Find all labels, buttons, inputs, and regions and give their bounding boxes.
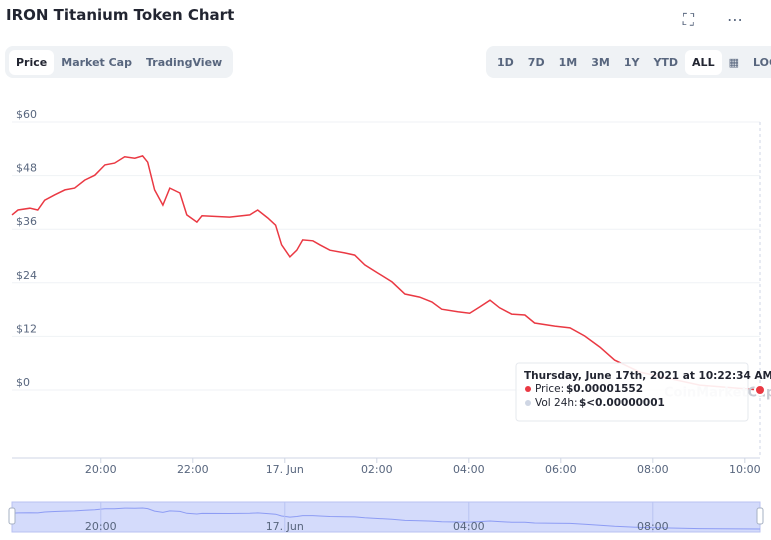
tooltip-dot [525, 386, 531, 392]
toolbar-icons[interactable]: ⛶ ⋯ [682, 10, 757, 29]
tooltip: Thursday, June 17th, 2021 at 10:22:34 AM… [515, 362, 771, 422]
x-tick-label: 17. Jun [266, 463, 304, 476]
price-line [11, 155, 761, 391]
navigator-handle[interactable] [756, 507, 764, 525]
range-button[interactable]: 1M [558, 55, 578, 69]
y-tick-label: $36 [16, 215, 37, 228]
navigator-tick-label: 20:00 [85, 520, 117, 533]
x-tick-label: 20:00 [85, 463, 117, 476]
navigator-tick-label: 04:00 [453, 520, 485, 533]
x-tick-label: 04:00 [453, 463, 485, 476]
tab-group: Price Market Cap TradingView [5, 46, 234, 78]
y-tick-label: $0 [16, 376, 30, 389]
y-tick-label: $60 [16, 108, 37, 121]
range-button[interactable]: 7D [527, 55, 545, 69]
range-button[interactable]: 1D [497, 55, 514, 69]
x-tick-label: 10:00 [729, 463, 761, 476]
range-button[interactable]: 3M [591, 55, 610, 69]
tooltip-vol-label: Vol 24h: [535, 397, 578, 409]
x-tick-label: 08:00 [637, 463, 669, 476]
x-tick-label: 22:00 [177, 463, 209, 476]
range-button[interactable]: YTD [653, 55, 679, 69]
navigator-tick-label: 08:00 [637, 520, 669, 533]
x-tick-label: 06:00 [545, 463, 577, 476]
range-button[interactable]: 1Y [623, 55, 640, 69]
navigator-tick-label: 17. Jun [266, 520, 304, 533]
range-group: 1D 7D 1M 3M 1Y YTD ALL ▦ LOG [486, 46, 771, 78]
y-tick-label: $12 [16, 322, 37, 335]
y-tick-label: $48 [16, 162, 37, 175]
x-tick-label: 02:00 [361, 463, 393, 476]
tooltip-vol: $<0.00000001 [579, 397, 665, 409]
chart-title: IRON Titanium Token Chart [6, 6, 235, 24]
tab-button[interactable]: TradingView [145, 55, 223, 69]
tooltip-dot [525, 400, 531, 406]
y-tick-label: $24 [16, 269, 37, 282]
calendar-button[interactable]: ▦ [728, 55, 739, 69]
navigator-line [11, 507, 761, 530]
tab-button[interactable]: Price [9, 49, 55, 75]
tooltip-price: $0.00001552 [566, 383, 643, 395]
log-button[interactable]: LOG [753, 55, 771, 69]
tooltip-price-label: Price: [535, 383, 564, 395]
range-button[interactable]: ALL [685, 49, 722, 75]
hover-point [754, 384, 766, 396]
tab-button[interactable]: Market Cap [61, 55, 132, 69]
navigator-handle[interactable] [8, 507, 16, 525]
tooltip-date: Thursday, June 17th, 2021 at 10:22:34 AM [524, 370, 771, 382]
tooltip-box [515, 362, 749, 422]
